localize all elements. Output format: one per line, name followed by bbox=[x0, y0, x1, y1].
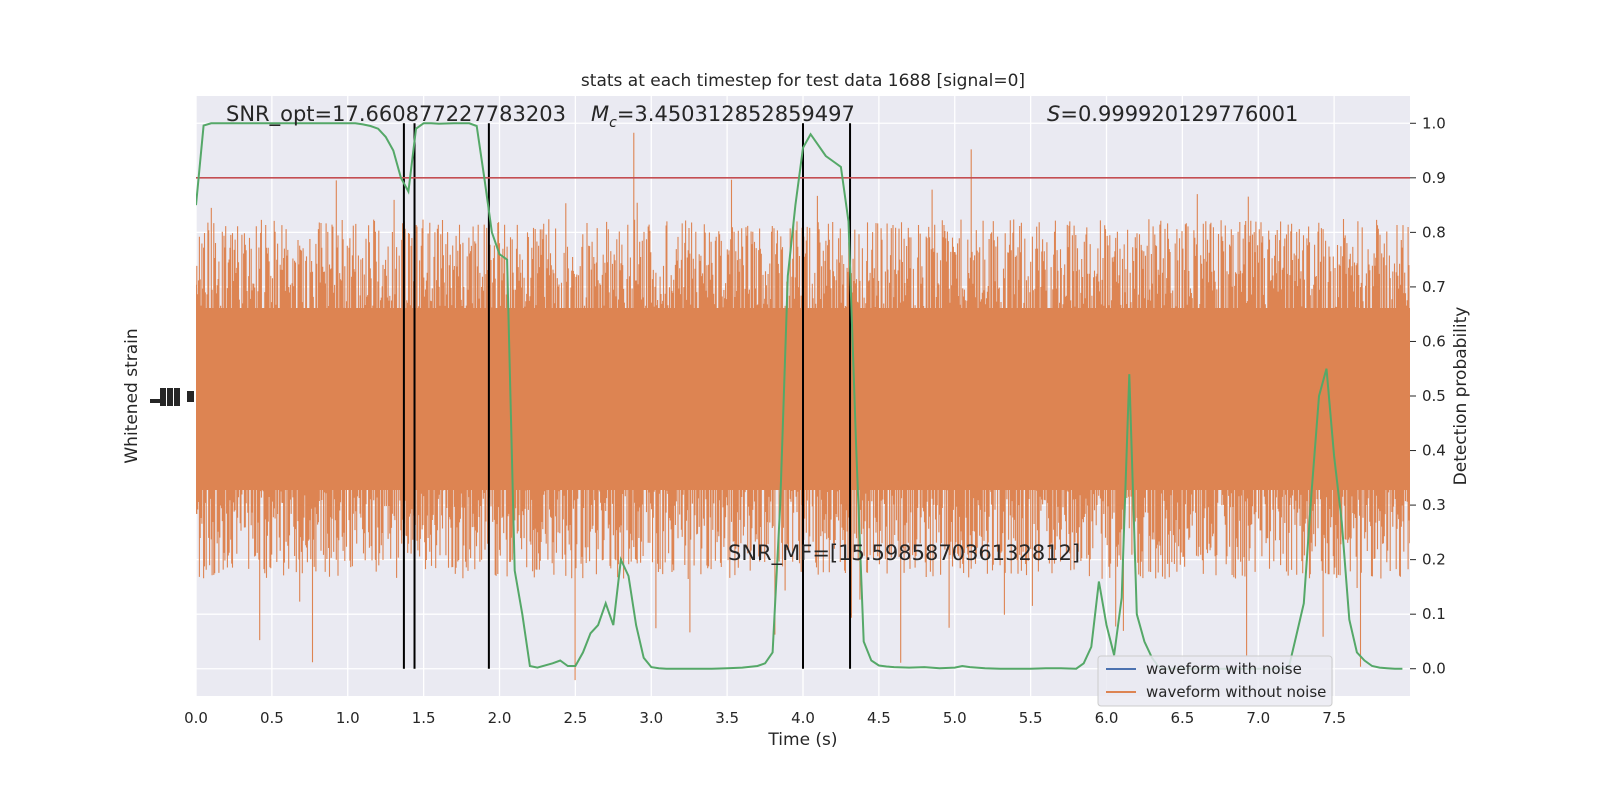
snr-mf-annotation: SNR_MF=[15.598587036132812] bbox=[728, 541, 1080, 566]
x-tick-label: 3.5 bbox=[715, 709, 739, 727]
x-tick-label: 4.0 bbox=[791, 709, 815, 727]
y-tick-label: 0.5 bbox=[1422, 387, 1446, 405]
chirp-mass-subscript: c bbox=[609, 115, 617, 131]
x-tick-label: 2.0 bbox=[488, 709, 512, 727]
x-axis-ticks: 0.0 0.5 1.0 1.5 2.0 2.5 3.0 3.5 4.0 4.5 5.0 5.5 6.0 6… bbox=[184, 709, 1346, 727]
legend-label-with-noise: waveform with noise bbox=[1146, 660, 1302, 678]
y-tick-label: 0.7 bbox=[1422, 278, 1446, 296]
legend-label-without-noise: waveform without noise bbox=[1146, 683, 1326, 701]
right-axis-label: Detection probability bbox=[1451, 307, 1471, 486]
x-tick-label: 2.5 bbox=[563, 709, 587, 727]
x-tick-label: 0.0 bbox=[184, 709, 208, 727]
y-tick-label: 0.9 bbox=[1422, 169, 1446, 187]
y-tick-label: 0.8 bbox=[1422, 223, 1446, 241]
x-tick-label: 1.5 bbox=[412, 709, 436, 727]
chirp-mass-value: =3.450312852859497 bbox=[617, 102, 855, 126]
left-axis-label: Whitened strain bbox=[122, 328, 142, 463]
x-tick-label: 6.0 bbox=[1095, 709, 1119, 727]
legend-box bbox=[1097, 655, 1333, 707]
x-tick-label: 5.0 bbox=[943, 709, 967, 727]
statistic-value: =0.999920129776001 bbox=[1060, 102, 1298, 126]
x-tick-label: 5.5 bbox=[1019, 709, 1043, 727]
chart-title: stats at each timestep for test data 168… bbox=[581, 71, 1025, 91]
statistic-symbol: S bbox=[1047, 102, 1060, 126]
y-tick-label: 0.2 bbox=[1422, 551, 1446, 569]
y-tick-label: 0.6 bbox=[1422, 332, 1446, 350]
x-tick-label: 7.5 bbox=[1322, 709, 1346, 727]
x-tick-label: 4.5 bbox=[867, 709, 891, 727]
y-tick-label: 0.1 bbox=[1422, 605, 1446, 623]
y-tick-label: 0.4 bbox=[1422, 442, 1446, 460]
left-axis-glyph bbox=[150, 388, 194, 406]
chirp-mass-symbol: M bbox=[591, 102, 609, 126]
x-tick-label: 6.5 bbox=[1170, 709, 1194, 727]
x-axis-label: Time (s) bbox=[767, 730, 837, 750]
x-tick-label: 3.0 bbox=[639, 709, 663, 727]
y-tick-label: 1.0 bbox=[1422, 114, 1446, 132]
legend: waveform with noise waveform without noi… bbox=[1097, 655, 1333, 707]
y-tick-label: 0.0 bbox=[1422, 660, 1446, 678]
right-axis-ticks: 0.0 0.1 0.2 0.3 0.4 0.5 0.6 0.7 0.8 0.9 1.0 bbox=[1410, 114, 1446, 678]
statistic-annotation: S=0.999920129776001 bbox=[1047, 102, 1298, 126]
x-tick-label: 0.5 bbox=[260, 709, 284, 727]
chirp-mass-annotation: Mc=3.450312852859497 bbox=[591, 102, 855, 131]
snr-opt-annotation: SNR_opt=17.660877227783203 bbox=[226, 102, 566, 127]
y-tick-label: 0.3 bbox=[1422, 496, 1446, 514]
x-tick-label: 7.0 bbox=[1246, 709, 1270, 727]
x-tick-label: 1.0 bbox=[336, 709, 360, 727]
